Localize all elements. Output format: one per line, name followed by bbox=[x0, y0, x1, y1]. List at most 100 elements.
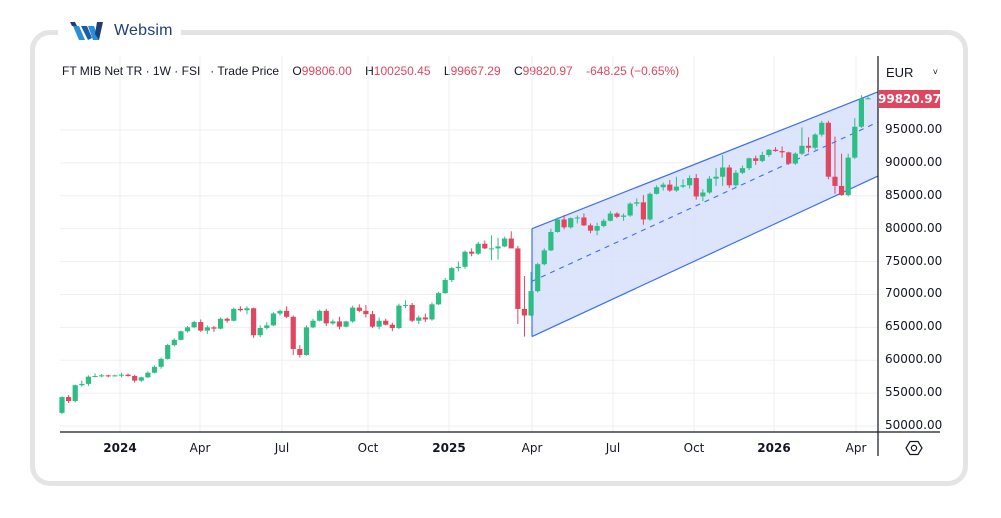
candle bbox=[845, 153, 851, 197]
chart-frame bbox=[30, 30, 968, 486]
price-tick-label: 95000.00 bbox=[885, 122, 943, 136]
candle bbox=[733, 170, 739, 187]
chevron-down-icon: ˅ bbox=[932, 67, 938, 77]
time-tick-label: Jul bbox=[274, 441, 290, 455]
candle bbox=[343, 320, 349, 328]
legend-sep: · bbox=[145, 64, 150, 78]
price-tick-label: 85000.00 bbox=[885, 187, 943, 202]
candle bbox=[680, 179, 686, 188]
candle bbox=[713, 168, 719, 186]
time-tick-label: Oct bbox=[683, 441, 705, 455]
candle bbox=[495, 237, 501, 260]
candle bbox=[739, 165, 746, 175]
candle bbox=[726, 164, 732, 188]
time-tick-label: Oct bbox=[357, 441, 379, 455]
candle bbox=[317, 309, 323, 322]
candle bbox=[244, 306, 250, 315]
candle bbox=[270, 312, 277, 327]
candle bbox=[112, 374, 118, 377]
candle bbox=[753, 155, 759, 165]
candle bbox=[469, 248, 475, 257]
price-tick-label: 90000.00 bbox=[885, 154, 943, 169]
legend-close-label: C bbox=[514, 64, 523, 78]
candle bbox=[832, 136, 838, 194]
candle bbox=[297, 345, 303, 358]
candle bbox=[653, 185, 660, 195]
currency-label: EUR bbox=[886, 64, 914, 80]
last-price-tag: 99820.97 bbox=[878, 90, 942, 108]
candle bbox=[693, 174, 699, 200]
brand-name: Websim bbox=[114, 22, 173, 39]
candle bbox=[442, 278, 448, 294]
candle bbox=[640, 195, 646, 225]
candle bbox=[825, 120, 831, 180]
candle bbox=[634, 198, 640, 207]
candle bbox=[376, 317, 382, 330]
price-tick-label: 70000.00 bbox=[885, 286, 943, 301]
candle bbox=[105, 374, 111, 378]
currency-selector[interactable]: EUR ˅ bbox=[880, 61, 944, 83]
candle bbox=[620, 213, 627, 221]
candle bbox=[535, 262, 541, 293]
price-tick-label: 65000.00 bbox=[885, 319, 943, 334]
candle bbox=[277, 309, 283, 316]
time-tick-label: Apr bbox=[845, 441, 867, 455]
candle bbox=[673, 176, 680, 192]
candle bbox=[184, 326, 191, 333]
brand-logo: Websim bbox=[58, 17, 181, 45]
candle bbox=[145, 371, 151, 378]
candle bbox=[356, 304, 362, 313]
candle bbox=[85, 375, 92, 386]
candle bbox=[594, 222, 600, 236]
candle bbox=[455, 261, 461, 272]
candle bbox=[435, 291, 442, 305]
candle bbox=[257, 325, 263, 338]
candle bbox=[865, 95, 871, 100]
settings-icon[interactable] bbox=[905, 439, 923, 457]
candle bbox=[706, 176, 713, 194]
candle bbox=[323, 308, 329, 327]
candle bbox=[237, 306, 243, 312]
candle bbox=[350, 305, 356, 323]
candle bbox=[171, 338, 177, 347]
legend-exchange: FSI bbox=[181, 64, 201, 78]
candle bbox=[786, 151, 792, 165]
candle bbox=[766, 149, 772, 157]
legend-change: -648.25 (−0.65%) bbox=[586, 64, 680, 78]
candle bbox=[581, 213, 587, 227]
candle bbox=[211, 326, 217, 332]
candle bbox=[554, 217, 561, 233]
candle bbox=[118, 372, 125, 378]
candle bbox=[336, 316, 343, 330]
legend-price-type: Trade Price bbox=[217, 64, 279, 78]
chart-legend: FT MIB Net TR · 1W · FSI · Trade Price O… bbox=[62, 64, 679, 78]
candle bbox=[449, 266, 455, 282]
price-tick-label: 55000.00 bbox=[885, 385, 943, 400]
candle bbox=[132, 374, 138, 383]
candle bbox=[720, 154, 726, 186]
candle bbox=[779, 146, 785, 158]
candle bbox=[805, 137, 812, 153]
candle bbox=[587, 223, 594, 234]
candle bbox=[72, 384, 78, 403]
candle bbox=[290, 315, 296, 355]
legend-open-label: O bbox=[292, 64, 302, 78]
candle bbox=[568, 217, 574, 229]
time-tick-label: 2025 bbox=[432, 441, 466, 455]
candle bbox=[667, 179, 673, 192]
candle bbox=[759, 151, 765, 163]
candle bbox=[819, 120, 825, 137]
candle bbox=[416, 315, 422, 325]
legend-interval[interactable]: 1W bbox=[152, 64, 171, 78]
candle bbox=[59, 396, 65, 415]
candle bbox=[330, 319, 336, 325]
time-tick-label: Apr bbox=[521, 441, 543, 455]
candle bbox=[528, 272, 534, 317]
candle bbox=[402, 300, 409, 309]
legend-symbol[interactable]: FT MIB Net TR bbox=[62, 64, 143, 78]
candle bbox=[409, 302, 415, 323]
candle bbox=[383, 318, 389, 326]
candle bbox=[561, 214, 567, 230]
candle bbox=[521, 276, 528, 337]
